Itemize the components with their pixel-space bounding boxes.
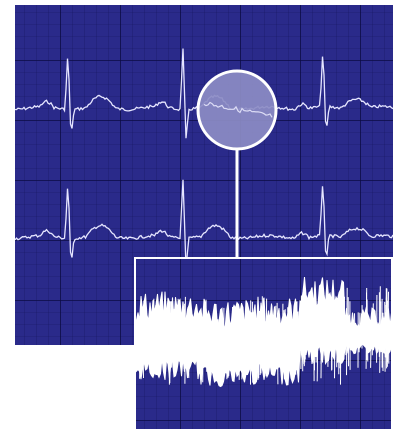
noise-spike [227,313,230,376]
zoom-noise [135,277,392,388]
lens-trace [203,101,273,118]
noise-spike [177,298,179,367]
noise-spike [354,313,356,347]
noise-spike [172,310,174,360]
noise-spike [152,313,155,371]
noise-spike [184,303,186,369]
noise-spike [217,319,220,364]
noise-spike [295,301,297,375]
noise-spike [241,316,244,371]
noise-spike [143,297,146,356]
noise-spike [262,298,265,363]
noise-spike [274,305,277,366]
noise-spike [370,315,372,368]
noise-spike [324,303,326,356]
noise-spike [387,291,389,363]
noise-spike [346,287,348,376]
noise-spike [271,305,273,371]
noise-spike [204,299,207,364]
noise-spike [210,324,213,376]
noise-spike [202,317,204,383]
noise-spike [139,312,141,379]
noise-spike [300,295,302,370]
noise-spike [137,323,140,357]
noise-spike [276,302,279,385]
noise-spike [380,298,383,352]
noise-spike [281,303,284,383]
noise-spike [272,320,275,374]
noise-spike [258,310,260,379]
noise-spike [174,321,176,373]
noise-spike [265,298,268,377]
noise-spike [176,315,178,362]
noise-spike [169,301,171,384]
noise-spike [371,303,374,356]
noise-spike [344,314,347,356]
noise-spike [358,312,361,353]
noise-spike [171,321,173,368]
noise-spike [296,301,298,366]
noise-spike [366,299,369,362]
noise-spike [285,317,288,373]
noise-spike [269,310,272,364]
zoom-inset [134,257,393,431]
noise-spike [200,323,202,379]
noise-spike [168,303,170,385]
ecg-trace-lower [15,179,393,269]
noise-spike [298,321,300,376]
noise-spike [142,315,144,379]
noise-spike [182,323,185,369]
noise-spike [236,312,238,358]
noise-spike [315,295,317,363]
noise-spike [283,309,286,380]
noise-spike [187,307,190,379]
noise-spike [336,301,339,368]
noise-spike [291,319,293,374]
noise-spike [304,301,306,360]
noise-spike [282,313,285,363]
noise-spike [181,301,184,357]
noise-spike [331,316,333,356]
noise-spike [219,321,222,370]
magnifier-lens [196,69,278,258]
ecg-paper [15,5,393,345]
noise-spike [334,321,336,379]
noise-spike [297,311,299,371]
noise-spike [155,305,157,359]
noise-spike [343,296,345,360]
